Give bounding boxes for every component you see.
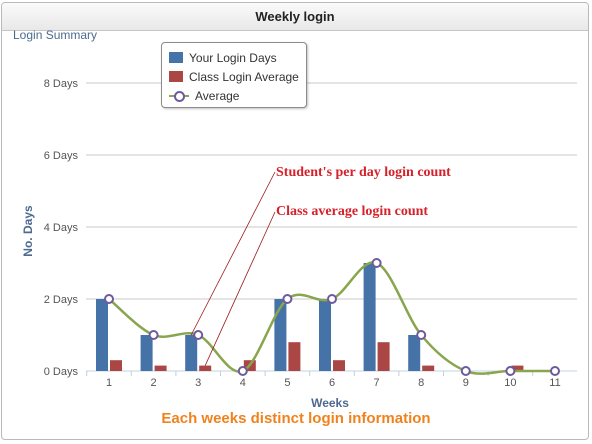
panel-title: Weekly login: [2, 3, 588, 31]
x-tick-label: 10: [504, 377, 516, 389]
bar-your-login-days: [319, 299, 331, 371]
x-tick-label: 9: [463, 377, 469, 389]
bar-your-login-days: [274, 299, 287, 371]
average-point: [505, 366, 516, 376]
x-tick-label: 6: [329, 377, 335, 389]
x-tick-label: 4: [240, 377, 246, 389]
y-tick-label: 8 Days: [44, 78, 79, 90]
x-tick-label: 3: [195, 377, 201, 389]
bar-your-login-days: [140, 335, 153, 371]
x-tick-label: 2: [151, 377, 157, 389]
annotation-leader-class: [204, 211, 276, 366]
legend-label: Class Login Average: [189, 69, 299, 84]
average-point: [550, 366, 560, 376]
legend-swatch-blue: [169, 52, 183, 63]
x-tick-label: 7: [374, 377, 380, 389]
y-axis-title: No. Days: [21, 205, 35, 257]
y-tick-label: 2 Days: [44, 294, 79, 306]
average-point: [193, 330, 204, 340]
y-tick-label: 4 Days: [44, 222, 79, 234]
bar-class-login-average: [110, 360, 122, 371]
bar-class-login-average: [154, 365, 167, 371]
bar-your-login-days: [408, 335, 421, 371]
legend-label: Your Login Days: [189, 50, 277, 65]
chart-legend[interactable]: Your Login Days Class Login Average Aver…: [161, 42, 307, 108]
bar-class-login-average: [377, 342, 390, 371]
x-tick-label: 11: [549, 377, 560, 389]
average-point: [282, 294, 293, 304]
chart-caption: Each weeks distinct login information: [161, 410, 431, 427]
legend-item-class-login-average[interactable]: Class Login Average: [169, 67, 306, 86]
x-tick-label: 1: [106, 377, 112, 389]
bar-class-login-average: [288, 342, 301, 371]
bar-class-login-average: [333, 360, 345, 371]
average-point: [371, 258, 382, 268]
bar-your-login-days: [185, 335, 198, 371]
average-point: [104, 294, 114, 304]
legend-label: Average: [195, 88, 240, 103]
average-point: [416, 330, 427, 340]
average-point: [327, 294, 337, 304]
legend-line-marker-icon: [169, 90, 189, 102]
average-point: [237, 366, 248, 376]
average-point: [148, 330, 159, 340]
x-axis-title: Weeks: [311, 396, 349, 410]
average-point: [460, 366, 471, 376]
bar-class-login-average: [199, 365, 212, 371]
y-tick-label: 0 Days: [44, 366, 79, 378]
x-tick-label: 5: [284, 377, 290, 389]
bar-class-login-average: [511, 365, 524, 371]
y-tick-label: 6 Days: [44, 150, 79, 162]
legend-swatch-red: [169, 71, 183, 82]
bar-your-login-days: [363, 263, 376, 371]
chart-subtitle: Login Summary: [13, 28, 98, 42]
bar-your-login-days: [96, 299, 108, 371]
x-tick-label: 8: [418, 377, 424, 389]
annotation-student-count: Student's per day login count: [276, 165, 451, 180]
average-line: [108, 261, 555, 375]
legend-item-average[interactable]: Average: [169, 86, 306, 105]
legend-item-your-login-days[interactable]: Your Login Days: [169, 48, 306, 67]
bar-class-login-average: [422, 365, 435, 371]
annotation-class-average: Class average login count: [276, 204, 429, 219]
annotation-leader-student: [190, 171, 276, 336]
